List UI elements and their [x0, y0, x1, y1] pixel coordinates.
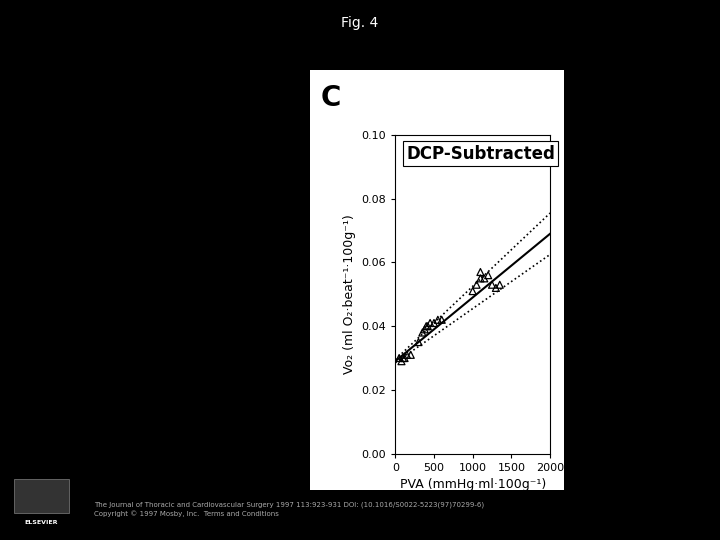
Point	[401, 350, 413, 359]
Point	[436, 315, 448, 324]
Point	[486, 280, 498, 289]
Point	[413, 338, 424, 347]
Point	[490, 284, 502, 292]
Text: ELSEVIER: ELSEVIER	[24, 520, 58, 525]
Point	[428, 319, 440, 327]
Point	[432, 315, 444, 324]
Point	[479, 274, 490, 283]
Text: C: C	[320, 84, 341, 112]
FancyBboxPatch shape	[14, 478, 68, 513]
Point	[393, 354, 405, 362]
Point	[474, 274, 486, 283]
X-axis label: PVA (mmHg·ml·100g⁻¹): PVA (mmHg·ml·100g⁻¹)	[400, 478, 546, 491]
Y-axis label: Vo₂ (ml O₂·beat⁻¹·100g⁻¹): Vo₂ (ml O₂·beat⁻¹·100g⁻¹)	[343, 214, 356, 374]
Point	[474, 268, 486, 276]
Point	[467, 287, 479, 295]
Text: Copyright © 1997 Mosby, Inc.  Terms and Conditions: Copyright © 1997 Mosby, Inc. Terms and C…	[94, 510, 279, 517]
Point	[397, 354, 409, 362]
Point	[396, 357, 408, 366]
Point	[419, 325, 431, 334]
Point	[494, 280, 505, 289]
Text: DCP-Subtracted: DCP-Subtracted	[406, 145, 555, 163]
Point	[482, 271, 494, 280]
Point	[471, 280, 482, 289]
Text: The Journal of Thoracic and Cardiovascular Surgery 1997 113:923-931 DOI: (10.101: The Journal of Thoracic and Cardiovascul…	[94, 501, 484, 508]
Point	[424, 319, 436, 327]
Point	[417, 328, 428, 337]
Point	[399, 354, 410, 362]
Point	[422, 322, 433, 330]
Text: Fig. 4: Fig. 4	[341, 16, 379, 30]
Point	[405, 350, 417, 359]
Point	[420, 322, 432, 330]
